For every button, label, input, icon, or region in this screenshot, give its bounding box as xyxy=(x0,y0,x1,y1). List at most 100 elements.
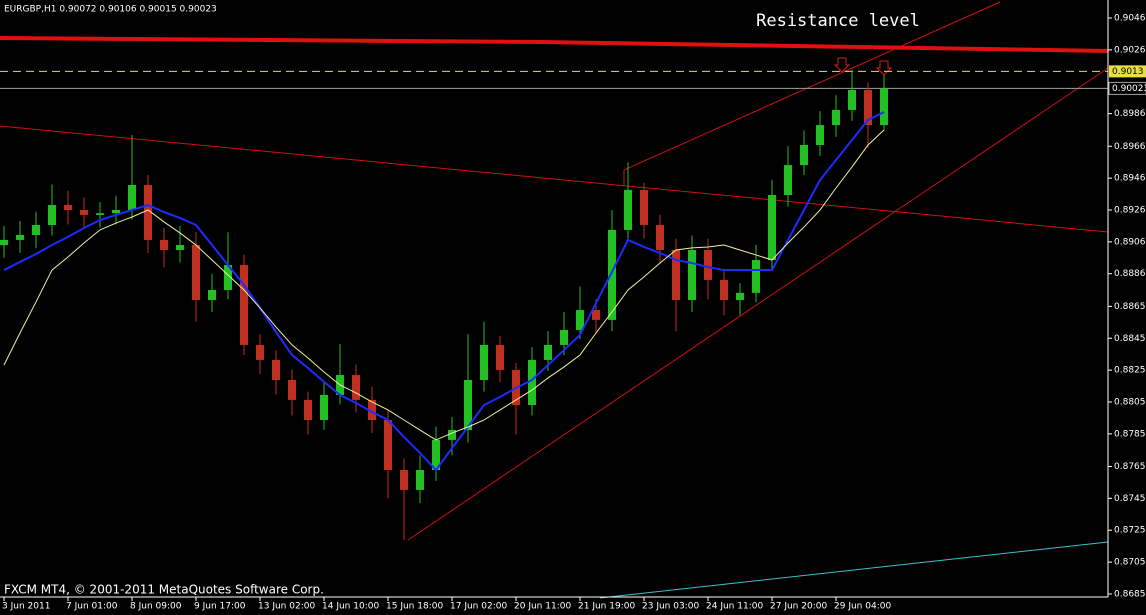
candle-body xyxy=(400,470,408,490)
footer: FXCM MT4, © 2001-2011 MetaQuotes Softwar… xyxy=(4,583,324,597)
candle-body xyxy=(576,310,584,330)
candle-body xyxy=(32,224,40,236)
candle-body xyxy=(752,260,760,293)
x-tick-label: 20 Jun 11:00 xyxy=(514,602,571,612)
x-tick-label: 14 Jun 10:00 xyxy=(322,602,379,612)
candle-body xyxy=(848,90,856,110)
price-label-box xyxy=(1109,65,1146,78)
candle-body xyxy=(48,205,56,225)
candle-body xyxy=(0,239,8,246)
x-tick-label: 29 Jun 04:00 xyxy=(834,602,891,612)
candle-body xyxy=(304,399,312,420)
y-tick-label: 0.90465 xyxy=(1114,14,1146,24)
candle-body xyxy=(736,292,744,301)
candle-body xyxy=(528,359,536,406)
candle-body xyxy=(16,235,24,240)
y-tick-label: 0.88055 xyxy=(1114,397,1146,407)
candle-body xyxy=(784,165,792,196)
candle-body xyxy=(416,470,424,490)
y-tick-label: 0.88255 xyxy=(1114,366,1146,376)
candle-body xyxy=(480,344,488,380)
x-tick-label: 9 Jun 17:00 xyxy=(194,602,246,612)
candle-body xyxy=(688,249,696,301)
x-tick-label: 24 Jun 11:00 xyxy=(706,602,763,612)
trendline xyxy=(407,67,1109,541)
trendline xyxy=(599,541,1109,599)
x-tick-label: 15 Jun 18:00 xyxy=(386,602,443,612)
trendline xyxy=(623,1,1001,171)
candle-body xyxy=(640,189,648,225)
x-tick-label: 23 Jun 03:00 xyxy=(642,602,699,612)
candle-body xyxy=(496,344,504,370)
candle-body xyxy=(864,90,872,126)
y-tick-label: 0.90265 xyxy=(1114,45,1146,55)
x-tick-label: 27 Jun 20:00 xyxy=(770,602,827,612)
price-label: 0.90023 xyxy=(1112,84,1146,94)
candle-body xyxy=(816,125,824,145)
x-tick-label: 17 Jun 02:00 xyxy=(450,602,507,612)
candle-body xyxy=(544,344,552,360)
candle-body xyxy=(592,310,600,320)
annotation: Resistance level xyxy=(756,11,920,31)
x-tick-label: 3 Jun 2011 xyxy=(2,602,50,612)
candle-body xyxy=(464,379,472,431)
plot xyxy=(0,69,1108,540)
candle-body xyxy=(96,213,104,215)
x-tick-label: 7 Jun 01:00 xyxy=(66,602,118,612)
candle-body xyxy=(368,399,376,420)
candle-body xyxy=(288,379,296,400)
trendlines xyxy=(0,1,1109,599)
candle-body xyxy=(720,279,728,301)
candle-body xyxy=(64,205,72,210)
candle-body xyxy=(256,344,264,360)
x-tick-label: 13 Jun 02:00 xyxy=(258,602,315,612)
candle-body xyxy=(432,439,440,471)
moving-average xyxy=(3,111,885,472)
candle-body xyxy=(176,245,184,250)
moving-average xyxy=(3,129,885,441)
candle-body xyxy=(608,229,616,320)
candle-body xyxy=(80,209,88,215)
candle-body xyxy=(704,249,712,280)
resistance-line xyxy=(0,36,1109,53)
trendline xyxy=(0,125,1109,233)
candle-body xyxy=(320,394,328,420)
candle-body xyxy=(800,144,808,166)
candle-body xyxy=(128,184,136,210)
candle-body xyxy=(656,224,664,250)
candle-body xyxy=(240,264,248,345)
candle-body xyxy=(832,109,840,126)
candle-body xyxy=(672,249,680,301)
x-tick-label: 21 Jun 19:00 xyxy=(578,602,635,612)
x-tick-label: 8 Jun 09:00 xyxy=(130,602,182,612)
candle-body xyxy=(192,245,200,301)
price-label: 0.9013 xyxy=(1112,67,1144,77)
chart-title: EURGBP,H1 0.90072 0.90106 0.90015 0.9002… xyxy=(4,5,217,15)
candle-body xyxy=(144,184,152,240)
candle-body xyxy=(768,195,776,261)
candle-body xyxy=(352,375,360,400)
arrow xyxy=(833,57,851,73)
y-tick-label: 0.88655 xyxy=(1114,302,1146,312)
candle-body xyxy=(560,329,568,345)
candle-body xyxy=(160,239,168,250)
candle-body xyxy=(448,430,456,440)
candle-body xyxy=(208,289,216,301)
y-tick-label: 0.88455 xyxy=(1114,334,1146,344)
candle-body xyxy=(272,359,280,380)
candle-body xyxy=(624,189,632,230)
candle-body xyxy=(384,419,392,471)
y-tick-label: 0.87855 xyxy=(1114,429,1146,439)
candle-body xyxy=(224,264,232,290)
